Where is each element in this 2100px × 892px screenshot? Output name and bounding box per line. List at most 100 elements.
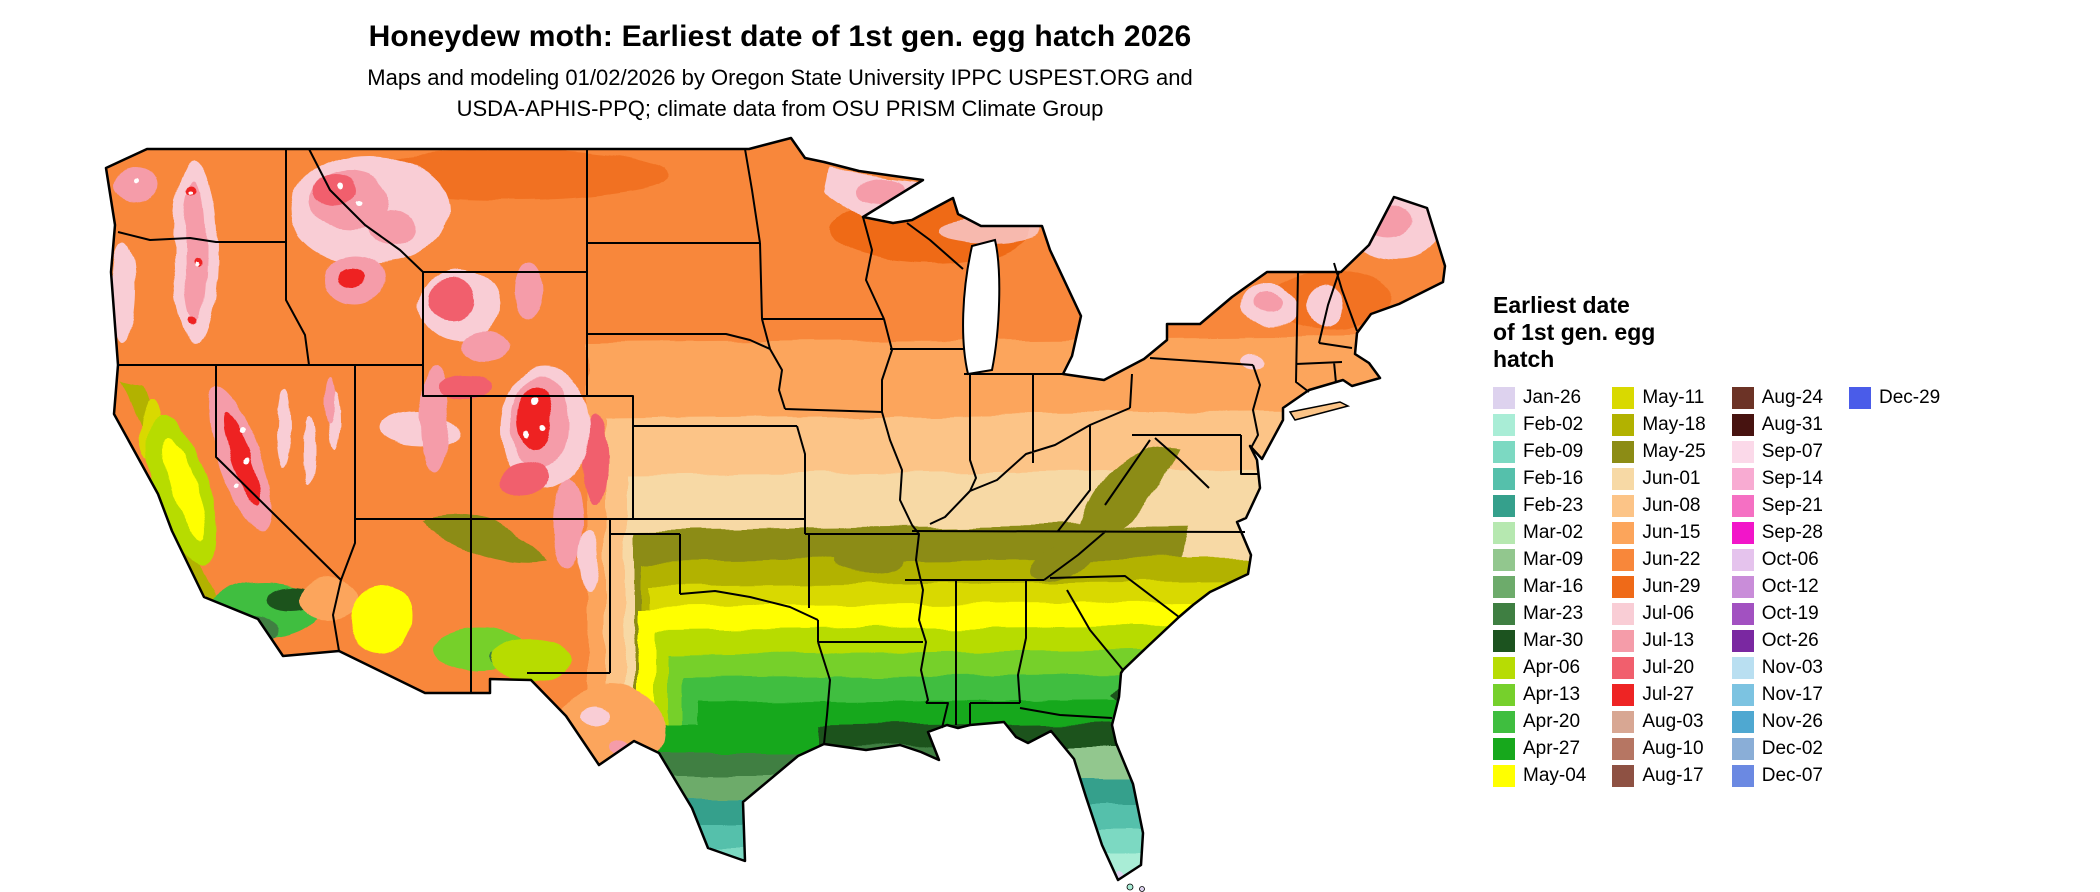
legend-swatch <box>1493 522 1515 544</box>
region-stx-tip <box>620 865 820 880</box>
legend-item-label: Aug-17 <box>1642 765 1704 786</box>
legend-item: Oct-06 <box>1731 549 1823 571</box>
region-davis-mtns <box>581 705 609 725</box>
legend-swatch <box>1612 522 1635 544</box>
legend-item: Apr-27 <box>1493 738 1586 760</box>
region-olympics <box>113 167 157 203</box>
region-stx-4 <box>620 798 820 828</box>
region-n-maine-core <box>1368 204 1412 236</box>
legend-item: Nov-17 <box>1731 684 1823 706</box>
legend-swatch <box>1493 765 1515 787</box>
legend-swatch <box>1493 657 1515 679</box>
us-map <box>90 130 1470 892</box>
legend-swatch <box>1731 495 1754 517</box>
legend-item: Jul-27 <box>1612 684 1705 706</box>
region-nv-ridge-2 <box>304 415 316 485</box>
legend-item-label: Dec-29 <box>1879 387 1941 408</box>
region-mojave <box>298 578 358 618</box>
legend-swatch <box>1612 711 1635 733</box>
legend-item-label: Sep-07 <box>1761 441 1823 462</box>
legend-item: Sep-07 <box>1731 441 1823 463</box>
legend-swatch <box>1612 468 1635 490</box>
legend-item-label: Dec-02 <box>1761 738 1823 759</box>
legend-swatch <box>1612 684 1635 706</box>
legend-item: Feb-09 <box>1493 441 1586 463</box>
region-stx-3 <box>620 775 820 802</box>
legend-item: Jul-13 <box>1612 630 1705 652</box>
legend-item: Mar-16 <box>1493 576 1586 598</box>
legend-item-label: Nov-03 <box>1761 657 1823 678</box>
long-island <box>1288 401 1351 421</box>
region-appalachian-olive <box>1080 449 1180 535</box>
legend-swatch <box>1493 738 1515 760</box>
legend-item-label: Sep-21 <box>1761 495 1823 516</box>
legend-swatch <box>1731 684 1754 706</box>
legend-item: Jun-01 <box>1612 468 1705 490</box>
legend-item-label: Sep-28 <box>1761 522 1823 543</box>
legend-item: Aug-24 <box>1731 387 1823 409</box>
region-uintas <box>437 373 493 397</box>
region-nm-mtn-1 <box>556 480 584 570</box>
legend-item-label: Apr-20 <box>1523 711 1581 732</box>
legend-column: May-11 May-18 May-25 Jun-01 Jun-08 Jun-15 Jun-… <box>1612 387 1706 787</box>
legend-item-label: Jun-15 <box>1642 522 1701 543</box>
legend-swatch <box>1612 441 1635 463</box>
region-or-coast-range <box>113 240 137 340</box>
legend-item: Sep-14 <box>1731 468 1823 490</box>
legend-swatch <box>1731 711 1754 733</box>
legend-title-line-1: Earliest date <box>1493 292 1630 318</box>
legend-swatch <box>1731 603 1754 625</box>
legend-title-line-3: hatch <box>1493 346 1555 372</box>
legend-item-label: Feb-16 <box>1523 468 1584 489</box>
legend-item-label: Mar-16 <box>1523 576 1584 597</box>
legend-swatch <box>1493 441 1515 463</box>
region-fl-4 <box>1068 830 1163 860</box>
legend-item: Nov-26 <box>1731 711 1823 733</box>
legend-item: Mar-09 <box>1493 549 1586 571</box>
legend-swatch <box>1731 414 1754 436</box>
legend-item-label: Jan-26 <box>1523 387 1582 408</box>
legend-item: Mar-02 <box>1493 522 1586 544</box>
legend-item: Jul-20 <box>1612 657 1705 679</box>
legend-item: Apr-13 <box>1493 684 1586 706</box>
legend-item-label: Feb-09 <box>1523 441 1584 462</box>
legend-swatch <box>1493 468 1515 490</box>
legend-item: Sep-21 <box>1731 495 1823 517</box>
legend-item: May-04 <box>1493 765 1586 787</box>
legend-item: Jun-29 <box>1612 576 1705 598</box>
legend-column: Aug-24 Aug-31 Sep-07 Sep-14 Sep-21 Sep-28 Oct-… <box>1731 387 1823 787</box>
region-sierra-core <box>222 412 262 508</box>
legend-item-label: Jun-08 <box>1642 495 1701 516</box>
legend-item: Jul-06 <box>1612 603 1705 625</box>
legend-swatch <box>1612 765 1635 787</box>
legend-item: Apr-06 <box>1493 657 1586 679</box>
legend-item: Jun-08 <box>1612 495 1705 517</box>
legend-item-label: Dec-07 <box>1761 765 1823 786</box>
legend-item: Jan-26 <box>1493 387 1586 409</box>
legend-item-label: Jul-06 <box>1642 603 1695 624</box>
region-fl-tip-3 <box>1104 878 1112 880</box>
region-cascades-core <box>184 180 206 320</box>
legend-swatch <box>1493 414 1515 436</box>
legend-swatch <box>1493 549 1515 571</box>
legend: Earliest date of 1st gen. egg hatch Jan-… <box>1493 292 1940 787</box>
legend-item-label: May-11 <box>1642 387 1705 408</box>
legend-item-label: Aug-31 <box>1761 414 1823 435</box>
region-stx-6 <box>620 846 820 872</box>
legend-item-label: Oct-06 <box>1761 549 1819 570</box>
legend-swatch <box>1731 765 1754 787</box>
florida-keys-1 <box>1126 883 1134 891</box>
legend-item-label: May-25 <box>1642 441 1706 462</box>
legend-item: Mar-30 <box>1493 630 1586 652</box>
legend-title: Earliest date of 1st gen. egg hatch <box>1493 292 1940 373</box>
legend-item-label: Apr-06 <box>1523 657 1581 678</box>
region-adirondacks-core <box>1254 292 1282 312</box>
legend-item: Aug-31 <box>1731 414 1823 436</box>
legend-item: Aug-03 <box>1612 711 1705 733</box>
region-bighorn <box>516 260 544 320</box>
region-yellowstone-core <box>430 278 474 318</box>
legend-swatch <box>1731 522 1754 544</box>
legend-swatch <box>1493 711 1515 733</box>
legend-swatch <box>1731 468 1754 490</box>
legend-item: Oct-12 <box>1731 576 1823 598</box>
